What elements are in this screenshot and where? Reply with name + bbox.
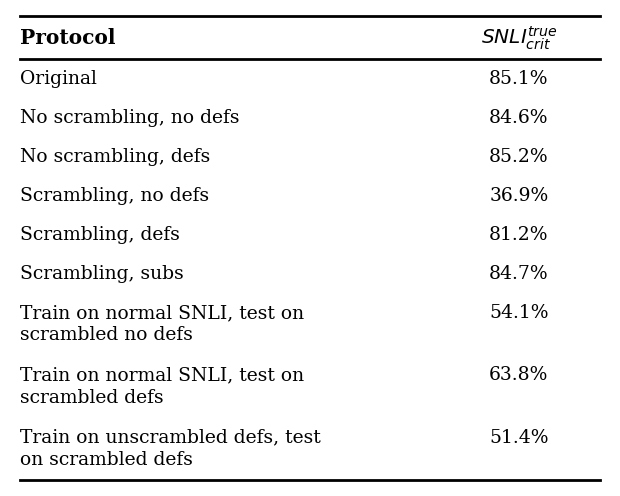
Text: 85.2%: 85.2%: [489, 148, 549, 166]
Text: Original: Original: [20, 70, 97, 88]
Text: Train on normal SNLI, test on: Train on normal SNLI, test on: [20, 304, 304, 322]
Text: 85.1%: 85.1%: [489, 70, 549, 88]
Text: on scrambled defs: on scrambled defs: [20, 451, 193, 469]
Text: Protocol: Protocol: [20, 28, 115, 48]
Text: Train on unscrambled defs, test: Train on unscrambled defs, test: [20, 429, 321, 446]
Text: 36.9%: 36.9%: [489, 187, 549, 205]
Text: scrambled no defs: scrambled no defs: [20, 326, 193, 345]
Text: Scrambling, no defs: Scrambling, no defs: [20, 187, 209, 205]
Text: 81.2%: 81.2%: [489, 226, 549, 244]
Text: scrambled defs: scrambled defs: [20, 389, 164, 407]
Text: 54.1%: 54.1%: [489, 304, 549, 322]
Text: 51.4%: 51.4%: [489, 429, 549, 446]
Text: Scrambling, subs: Scrambling, subs: [20, 265, 184, 283]
Text: 84.7%: 84.7%: [489, 265, 549, 283]
Text: 63.8%: 63.8%: [489, 366, 549, 384]
Text: 84.6%: 84.6%: [489, 109, 549, 127]
Text: No scrambling, defs: No scrambling, defs: [20, 148, 210, 166]
Text: Train on normal SNLI, test on: Train on normal SNLI, test on: [20, 366, 304, 384]
Text: Scrambling, defs: Scrambling, defs: [20, 226, 180, 244]
Text: $SNLI_{crit}^{true}$: $SNLI_{crit}^{true}$: [480, 24, 557, 52]
Text: No scrambling, no defs: No scrambling, no defs: [20, 109, 239, 127]
